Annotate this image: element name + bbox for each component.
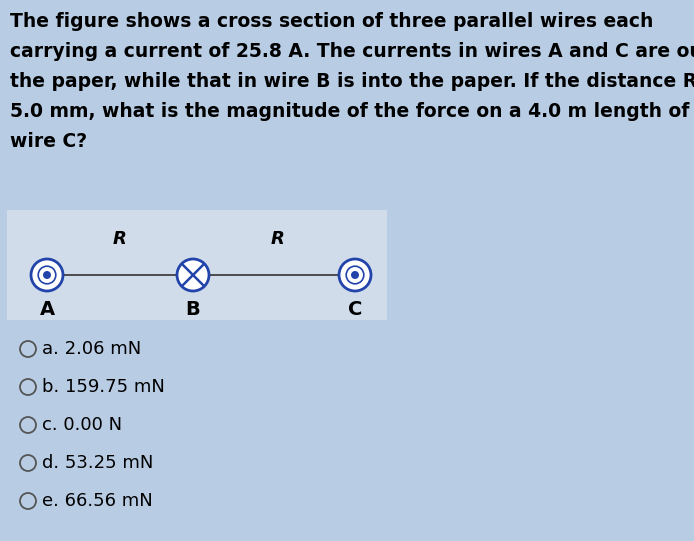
Text: the paper, while that in wire B is into the paper. If the distance R =: the paper, while that in wire B is into … xyxy=(10,72,694,91)
Text: a. 2.06 mN: a. 2.06 mN xyxy=(42,340,142,358)
Bar xyxy=(7,210,387,320)
Text: C: C xyxy=(348,300,362,319)
Text: R: R xyxy=(271,230,285,248)
Text: carrying a current of 25.8 A. The currents in wires A and C are out of: carrying a current of 25.8 A. The curren… xyxy=(10,42,694,61)
Text: c. 0.00 N: c. 0.00 N xyxy=(42,416,122,434)
Text: wire C?: wire C? xyxy=(10,132,87,151)
Circle shape xyxy=(31,259,63,291)
Text: B: B xyxy=(185,300,201,319)
Text: d. 53.25 mN: d. 53.25 mN xyxy=(42,454,153,472)
Circle shape xyxy=(177,259,209,291)
Circle shape xyxy=(339,259,371,291)
Text: R: R xyxy=(113,230,127,248)
Text: e. 66.56 mN: e. 66.56 mN xyxy=(42,492,153,510)
Text: The figure shows a cross section of three parallel wires each: The figure shows a cross section of thre… xyxy=(10,12,653,31)
Circle shape xyxy=(351,271,359,279)
Text: A: A xyxy=(40,300,55,319)
Text: 5.0 mm, what is the magnitude of the force on a 4.0 m length of: 5.0 mm, what is the magnitude of the for… xyxy=(10,102,689,121)
Circle shape xyxy=(43,271,51,279)
Text: b. 159.75 mN: b. 159.75 mN xyxy=(42,378,165,396)
